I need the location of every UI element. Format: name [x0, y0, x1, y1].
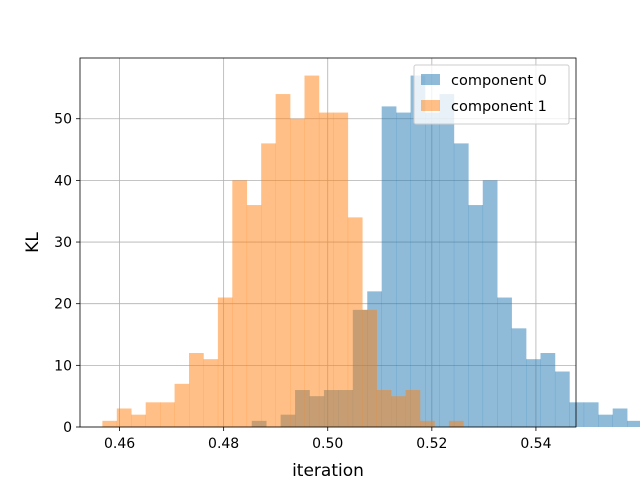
x-tick-label: 0.48: [208, 436, 239, 452]
bar-component-1: [189, 353, 204, 427]
legend-box: [413, 64, 570, 125]
bar-component-1: [174, 383, 190, 427]
bar-component-1: [232, 180, 248, 427]
legend-swatch-component-1: [421, 100, 440, 111]
bar-component-0: [612, 408, 628, 427]
x-axis-label: iteration: [292, 461, 364, 480]
bar-component-1: [420, 420, 435, 427]
bar-component-0: [598, 414, 613, 427]
bar-component-0: [453, 143, 469, 427]
legend-label-component-1: component 1: [451, 99, 547, 115]
bar-component-1: [102, 420, 118, 427]
bar-component-0: [583, 402, 599, 427]
bar-component-1: [376, 390, 392, 427]
y-tick-label: 40: [54, 173, 72, 189]
x-tick-label: 0.54: [520, 436, 551, 452]
bar-component-0: [497, 297, 512, 427]
bar-component-0: [554, 371, 570, 427]
bar-component-1: [318, 112, 334, 428]
axis-ticks: 0.46 0.48 0.50 0.52 0.54 0 10 20 30 40 50: [54, 112, 551, 452]
bar-component-1: [448, 420, 464, 427]
bar-component-1: [145, 402, 161, 427]
bar-component-1: [203, 359, 219, 427]
bar-component-1: [131, 414, 146, 427]
y-tick-label: 20: [54, 297, 72, 313]
bar-component-1: [347, 217, 363, 427]
bar-component-0: [540, 353, 556, 427]
bar-component-0: [439, 94, 455, 427]
bar-component-0: [410, 75, 426, 428]
bar-component-1: [304, 75, 320, 428]
x-tick-label: 0.50: [312, 436, 343, 452]
y-axis-label: KL: [23, 232, 43, 253]
bar-component-0: [482, 180, 498, 427]
bar-component-1: [217, 297, 233, 427]
y-tick-label: 50: [54, 112, 72, 128]
bar-component-1: [261, 143, 276, 427]
y-tick-label: 10: [54, 358, 72, 374]
legend-label-component-0: component 0: [451, 73, 547, 89]
y-tick-label: 30: [54, 235, 72, 251]
bar-component-1: [160, 402, 175, 427]
bar-component-0: [425, 112, 440, 428]
x-tick-label: 0.46: [104, 436, 135, 452]
histogram-bars: [102, 75, 640, 428]
bar-component-0: [511, 328, 527, 427]
bar-component-0: [381, 106, 397, 427]
bar-component-1: [333, 112, 349, 428]
bar-component-1: [362, 309, 377, 427]
x-tick-label: 0.52: [416, 436, 447, 452]
y-tick-label: 0: [63, 420, 72, 436]
bar-component-1: [391, 396, 406, 427]
bar-component-1: [275, 94, 291, 427]
bar-component-1: [290, 118, 305, 428]
bar-component-0: [396, 112, 411, 428]
legend-swatch-component-0: [421, 74, 440, 85]
bar-component-0: [569, 402, 585, 427]
bar-component-1: [116, 408, 132, 427]
legend: component 0 component 1: [413, 64, 570, 125]
bar-component-0: [526, 359, 541, 427]
bar-component-0: [468, 205, 484, 427]
bar-component-0: [627, 420, 640, 427]
bar-component-1: [246, 205, 262, 427]
bar-component-1: [405, 390, 421, 427]
